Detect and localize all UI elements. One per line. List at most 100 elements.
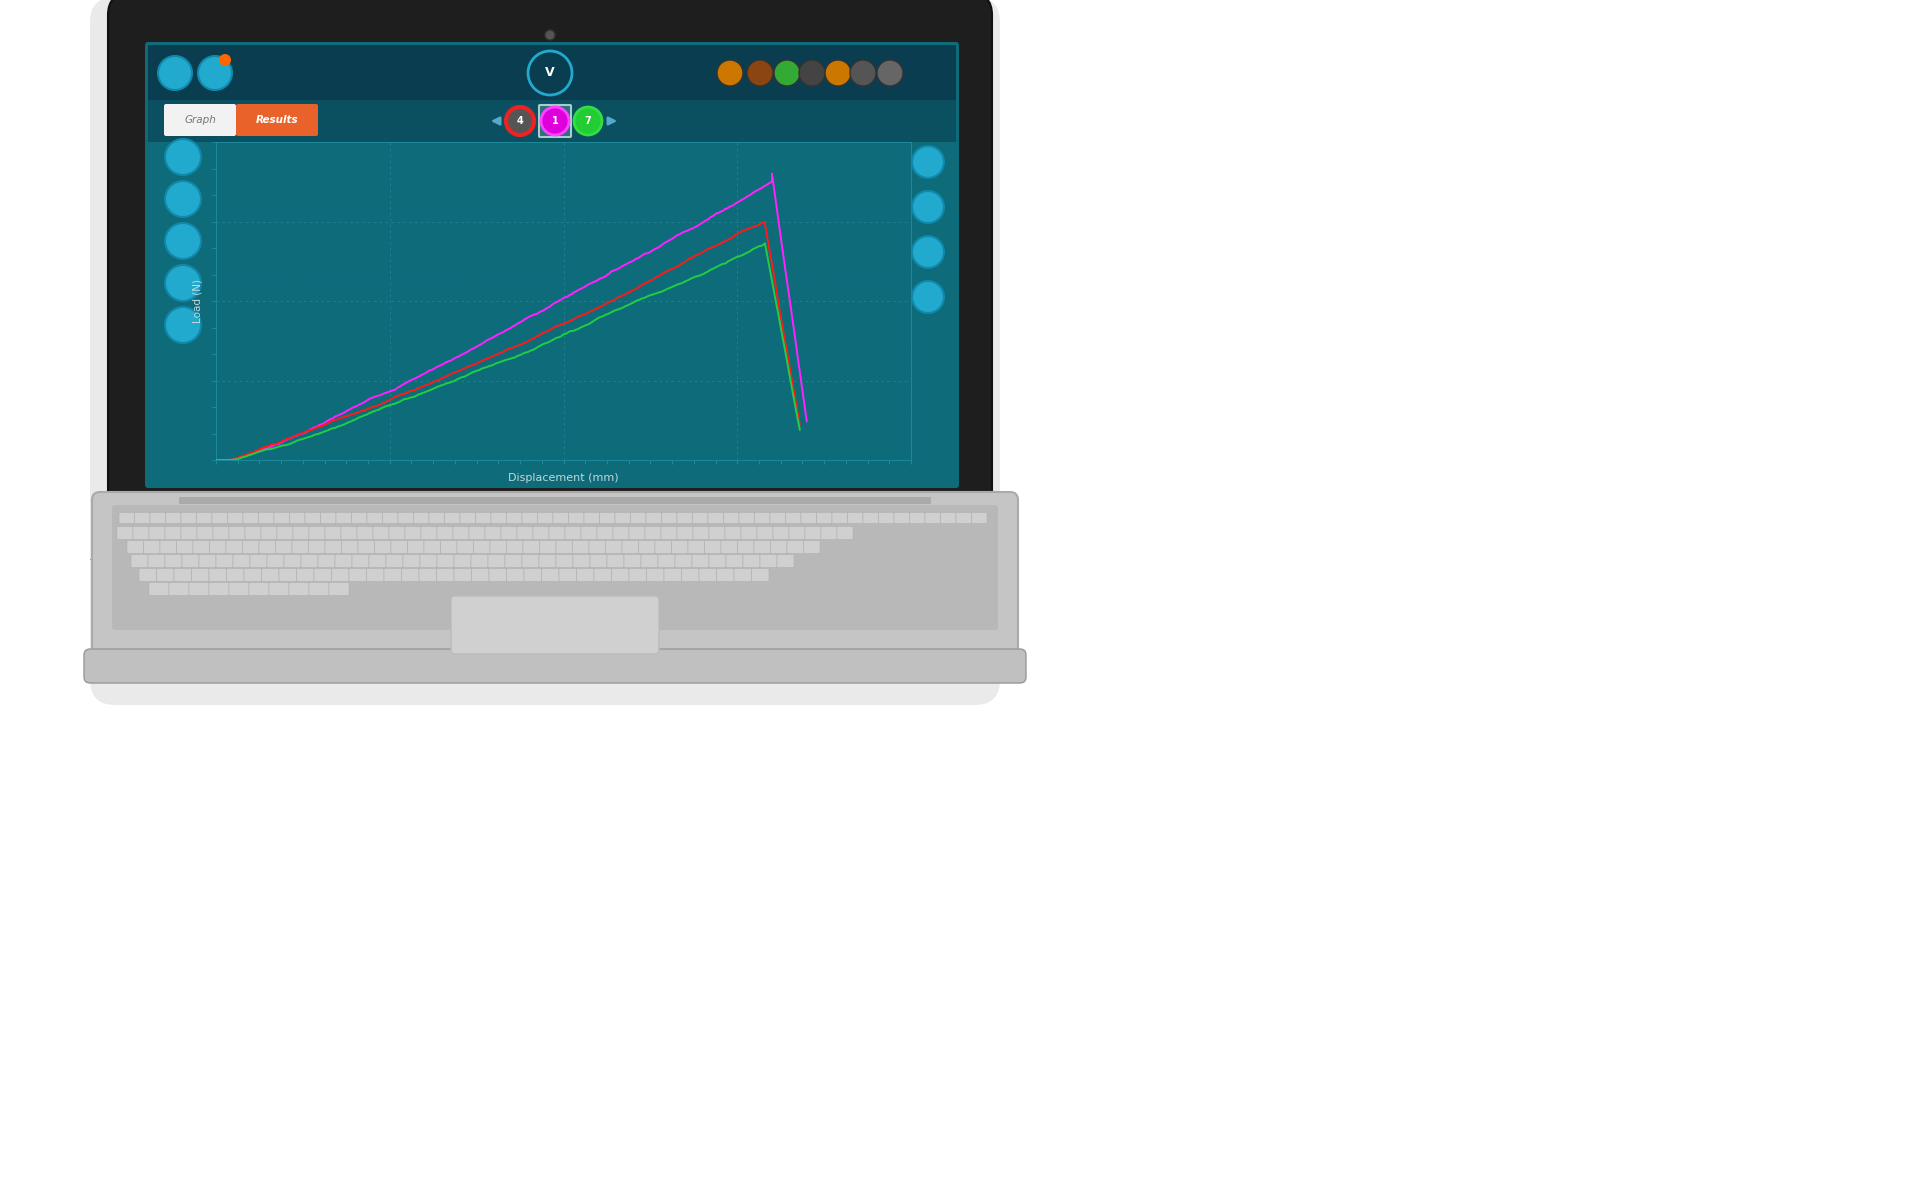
X-axis label: Displacement (mm): Displacement (mm) [509,474,618,483]
FancyBboxPatch shape [117,526,132,540]
FancyBboxPatch shape [392,541,407,553]
FancyBboxPatch shape [227,512,244,524]
Circle shape [851,60,876,87]
FancyBboxPatch shape [612,526,630,540]
FancyBboxPatch shape [476,512,492,524]
FancyBboxPatch shape [457,541,474,553]
FancyBboxPatch shape [269,583,290,595]
FancyBboxPatch shape [292,541,309,553]
FancyBboxPatch shape [382,512,397,524]
Text: 1: 1 [551,117,559,126]
FancyBboxPatch shape [227,569,244,582]
FancyBboxPatch shape [336,512,351,524]
FancyBboxPatch shape [611,569,630,582]
FancyBboxPatch shape [144,541,159,553]
FancyBboxPatch shape [597,526,612,540]
Text: V: V [545,66,555,79]
FancyBboxPatch shape [407,541,424,553]
FancyBboxPatch shape [972,512,987,524]
Y-axis label: Load (N): Load (N) [192,279,204,323]
FancyBboxPatch shape [490,541,507,553]
FancyBboxPatch shape [589,554,607,567]
FancyBboxPatch shape [131,554,148,567]
FancyBboxPatch shape [540,554,557,567]
FancyBboxPatch shape [693,526,708,540]
FancyBboxPatch shape [647,569,664,582]
FancyBboxPatch shape [211,512,227,524]
FancyBboxPatch shape [150,512,165,524]
Text: 7: 7 [584,117,591,126]
Circle shape [799,60,826,87]
FancyBboxPatch shape [453,526,468,540]
FancyBboxPatch shape [705,541,722,553]
FancyBboxPatch shape [90,0,1000,706]
FancyBboxPatch shape [751,569,770,582]
FancyBboxPatch shape [743,554,760,567]
FancyBboxPatch shape [787,541,803,553]
FancyBboxPatch shape [390,526,405,540]
FancyBboxPatch shape [470,554,488,567]
Circle shape [912,191,945,224]
FancyBboxPatch shape [428,512,445,524]
FancyBboxPatch shape [445,512,461,524]
FancyBboxPatch shape [244,512,259,524]
FancyBboxPatch shape [630,569,647,582]
FancyBboxPatch shape [956,512,972,524]
FancyBboxPatch shape [148,44,956,100]
FancyBboxPatch shape [516,526,534,540]
Text: Graph: Graph [184,115,215,125]
FancyBboxPatch shape [227,541,242,553]
FancyBboxPatch shape [733,569,751,582]
FancyBboxPatch shape [403,554,420,567]
FancyBboxPatch shape [755,512,770,524]
FancyBboxPatch shape [655,541,672,553]
FancyBboxPatch shape [461,512,476,524]
FancyBboxPatch shape [925,512,941,524]
FancyBboxPatch shape [722,541,737,553]
FancyBboxPatch shape [540,541,557,553]
FancyBboxPatch shape [501,526,516,540]
FancyBboxPatch shape [419,569,436,582]
FancyBboxPatch shape [492,512,507,524]
FancyBboxPatch shape [557,554,572,567]
FancyBboxPatch shape [708,512,724,524]
FancyBboxPatch shape [622,541,639,553]
FancyBboxPatch shape [175,569,192,582]
FancyBboxPatch shape [607,554,624,567]
FancyBboxPatch shape [275,541,292,553]
FancyBboxPatch shape [294,526,309,540]
FancyBboxPatch shape [682,569,699,582]
FancyBboxPatch shape [111,505,998,630]
FancyBboxPatch shape [148,100,956,142]
FancyBboxPatch shape [541,569,559,582]
FancyBboxPatch shape [250,554,267,567]
FancyBboxPatch shape [756,526,774,540]
FancyBboxPatch shape [261,569,278,582]
FancyBboxPatch shape [397,512,413,524]
FancyBboxPatch shape [837,526,852,540]
FancyBboxPatch shape [246,526,261,540]
FancyBboxPatch shape [84,649,1025,683]
FancyBboxPatch shape [138,569,157,582]
FancyBboxPatch shape [524,569,541,582]
FancyBboxPatch shape [778,554,795,567]
FancyBboxPatch shape [789,526,804,540]
FancyBboxPatch shape [572,541,589,553]
FancyBboxPatch shape [324,526,342,540]
FancyBboxPatch shape [275,512,290,524]
FancyBboxPatch shape [351,512,367,524]
FancyBboxPatch shape [910,512,925,524]
Circle shape [165,182,202,218]
FancyBboxPatch shape [693,512,708,524]
Circle shape [541,107,568,135]
FancyBboxPatch shape [785,512,801,524]
FancyBboxPatch shape [108,0,993,514]
FancyBboxPatch shape [522,512,538,524]
FancyBboxPatch shape [209,569,227,582]
FancyBboxPatch shape [424,541,440,553]
FancyBboxPatch shape [568,512,584,524]
FancyBboxPatch shape [324,541,342,553]
FancyBboxPatch shape [165,554,182,567]
FancyBboxPatch shape [801,512,816,524]
Circle shape [545,30,555,40]
